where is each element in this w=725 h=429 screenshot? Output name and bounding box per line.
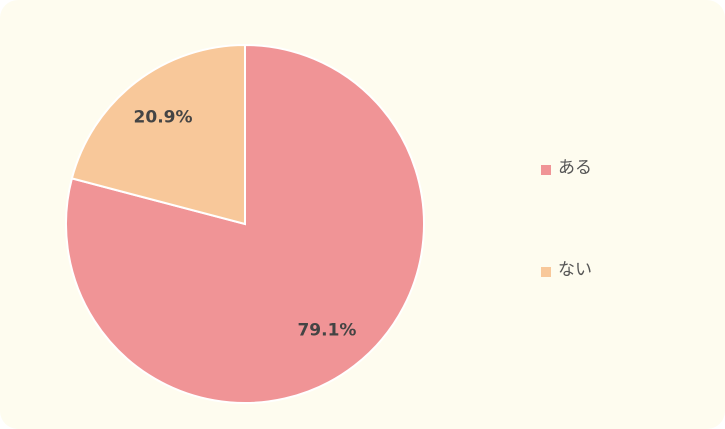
legend-label: ない xyxy=(558,260,592,280)
pie-slice xyxy=(65,43,425,404)
legend-swatch xyxy=(541,165,551,175)
data-label: 79.1% xyxy=(297,320,356,340)
legend-swatch xyxy=(541,267,551,277)
legend-label: ある xyxy=(558,158,592,178)
data-label: 20.9% xyxy=(134,108,193,128)
pie-slice xyxy=(70,43,246,226)
